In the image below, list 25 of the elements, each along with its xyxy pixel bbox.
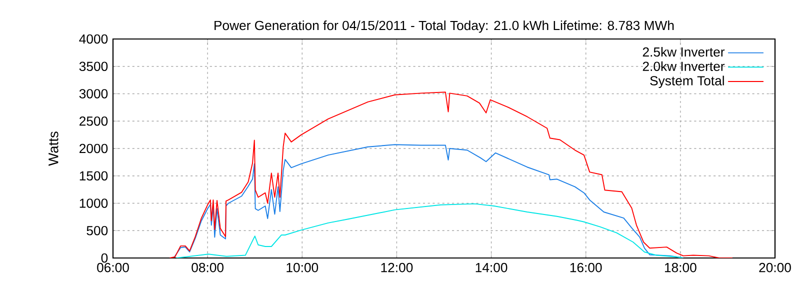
y-tick-label: 2000 <box>80 144 108 154</box>
x-tick-label: 08:00 <box>192 262 224 272</box>
y-tick-label: 500 <box>86 226 108 236</box>
x-tick-label: 16:00 <box>570 262 602 272</box>
y-tick-label: 1000 <box>80 198 108 208</box>
x-tick-label: 06:00 <box>97 262 129 272</box>
x-tick-label: 20:00 <box>759 262 791 272</box>
y-tick-label: 0 <box>101 253 108 263</box>
y-tick-label: 1500 <box>80 171 108 181</box>
y-axis-title: Watts <box>48 132 58 166</box>
x-tick-label: 10:00 <box>286 262 318 272</box>
x-tick-label: 14:00 <box>476 262 508 272</box>
y-tick-label: 4000 <box>79 34 108 44</box>
line-series <box>169 92 733 258</box>
line-series <box>174 144 684 258</box>
legend-label: 2.0kw Inverter <box>642 61 725 72</box>
legend-label: System Total <box>650 76 724 88</box>
y-tick-label: 2500 <box>80 116 108 126</box>
y-tick-label: 3500 <box>79 62 108 72</box>
chart-title: Power Generation for 04/15/2011 - Total Today: 21.0 kWh Lifetime: 8.783 MWh <box>214 20 674 33</box>
legend-label: 2.5kw Inverter <box>642 47 725 57</box>
x-tick-label: 12:00 <box>381 262 413 272</box>
x-tick-label: 18:00 <box>664 262 696 272</box>
line-series <box>176 203 684 258</box>
y-tick-label: 3000 <box>79 89 108 98</box>
